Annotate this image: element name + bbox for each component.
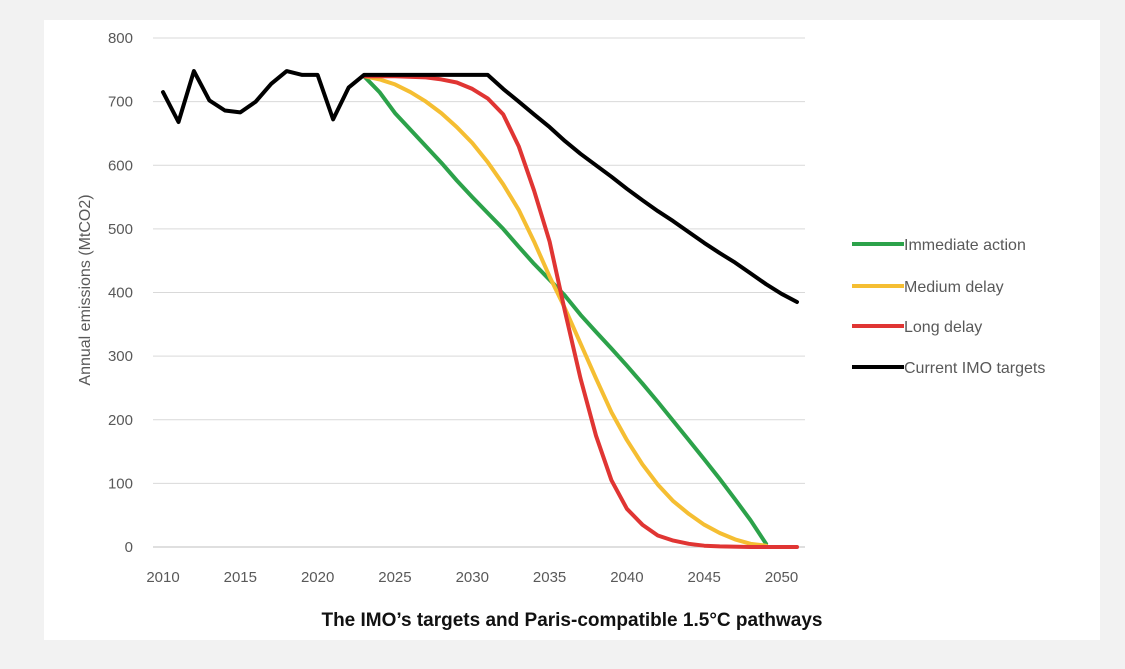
y-tick-label: 600 (108, 157, 133, 174)
x-tick-label: 2015 (224, 569, 257, 586)
y-tick-label: 300 (108, 348, 133, 365)
x-tick-labels: 2010 2015 2020 2025 2030 2035 2040 2045 2050 (146, 569, 798, 586)
series-lines (161, 69, 799, 549)
legend-label: Long delay (904, 319, 982, 336)
x-tick-label: 2040 (610, 569, 643, 586)
legend-label: Current IMO targets (904, 360, 1045, 377)
x-tick-label: 2010 (146, 569, 179, 586)
legend-label: Medium delay (904, 279, 1004, 296)
x-tick-label: 2020 (301, 569, 334, 586)
legend-label: Immediate action (904, 237, 1026, 254)
series-line-long-delay (362, 74, 799, 549)
legend: Immediate action Medium delay Long delay Cu… (852, 237, 1045, 377)
y-tick-label: 400 (108, 285, 133, 302)
x-tick-label: 2025 (378, 569, 411, 586)
x-tick-label: 2030 (456, 569, 489, 586)
x-tick-label: 2045 (688, 569, 721, 586)
y-tick-label: 200 (108, 412, 133, 429)
caption-band: The IMO’s targets and Paris-compatible 1… (44, 606, 1100, 640)
y-tick-labels: 0 100 200 300 400 500 600 700 800 (108, 30, 133, 556)
y-tick-label: 500 (108, 221, 133, 238)
y-tick-label: 0 (125, 539, 133, 556)
chart-panel (44, 20, 1100, 606)
y-axis-label: Annual emissions (MtCO2) (77, 194, 94, 385)
x-tick-label: 2050 (765, 569, 798, 586)
y-tick-label: 100 (108, 475, 133, 492)
y-tick-label: 800 (108, 30, 133, 47)
x-tick-label: 2035 (533, 569, 566, 586)
y-tick-label: 700 (108, 94, 133, 111)
chart-caption: The IMO’s targets and Paris-compatible 1… (321, 610, 823, 631)
series-line-immediate-action (362, 74, 769, 546)
series-line-current-imo-targets (161, 69, 799, 304)
grid-lines (153, 37, 805, 548)
